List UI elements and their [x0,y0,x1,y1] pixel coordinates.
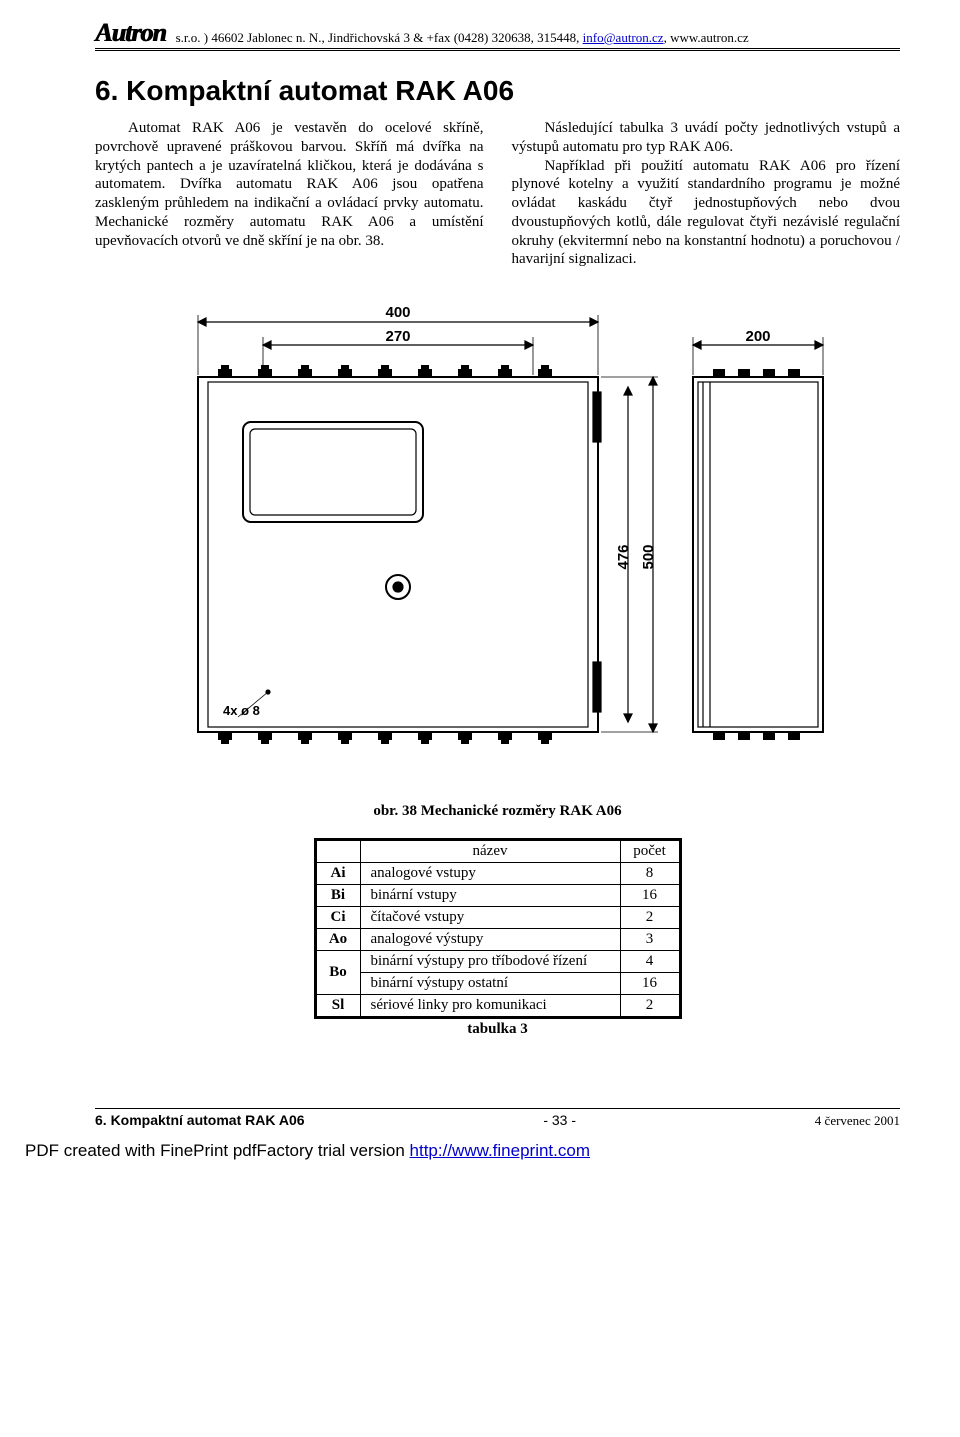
page-footer: 6. Kompaktní automat RAK A06 - 33 - 4 če… [95,1108,900,1129]
io-code: Bi [315,885,360,907]
table-caption: tabulka 3 [95,1021,900,1038]
dim-500: 500 [640,544,657,569]
pdf-text: PDF created with FinePrint pdfFactory tr… [25,1141,410,1160]
address-text: s.r.o. ) 46602 Jablonec n. N., Jindřicho… [176,30,583,45]
io-count: 2 [620,907,680,929]
io-count: 4 [620,951,680,973]
io-code: Ci [315,907,360,929]
io-code: Ai [315,863,360,885]
figure-38: 400 270 200 476 500 4x ø 8 obr. 38 Mecha… [95,297,900,820]
paragraph-right-2: Například při použití automatu RAK A06 p… [512,157,901,270]
dim-holes: 4x ø 8 [223,703,260,718]
footer-left: 6. Kompaktní automat RAK A06 [95,1112,305,1128]
company-logo: Autron [95,20,166,46]
io-name: binární výstupy pro tříbodové řízení [360,951,620,973]
dim-270: 270 [385,328,410,345]
io-table: název počet Aianalogové vstupy8Bibinární… [314,838,682,1019]
page-header: Autron s.r.o. ) 46602 Jablonec n. N., Ji… [95,20,900,51]
io-name: čítačové vstupy [360,907,620,929]
io-count: 16 [620,885,680,907]
paragraph-left: Automat RAK A06 je vestavěn do ocelové s… [95,119,484,250]
section-title: 6. Kompaktní automat RAK A06 [95,75,900,107]
address-suffix: , www.autron.cz [664,30,749,45]
th-name: název [360,840,620,863]
fineprint-link[interactable]: http://www.fineprint.com [410,1141,590,1160]
pdf-factory-line: PDF created with FinePrint pdfFactory tr… [25,1141,900,1161]
io-count: 16 [620,973,680,995]
footer-date: 4 červenec 2001 [815,1113,900,1129]
column-left: Automat RAK A06 je vestavěn do ocelové s… [95,119,484,269]
email-link[interactable]: info@autron.cz [583,30,664,45]
io-count: 3 [620,929,680,951]
io-code: Ao [315,929,360,951]
io-name: analogové vstupy [360,863,620,885]
dim-400: 400 [385,304,410,321]
io-name: sériové linky pro komunikaci [360,995,620,1018]
io-code: Bo [315,951,360,995]
dimension-drawing: 400 270 200 476 500 4x ø 8 [138,297,858,797]
body-columns: Automat RAK A06 je vestavěn do ocelové s… [95,119,900,269]
io-name: analogové výstupy [360,929,620,951]
paragraph-right-1: Následující tabulka 3 uvádí počty jednot… [512,119,901,157]
column-right: Následující tabulka 3 uvádí počty jednot… [512,119,901,269]
io-name: binární výstupy ostatní [360,973,620,995]
footer-page: - 33 - [543,1112,576,1128]
io-code: Sl [315,995,360,1018]
io-count: 2 [620,995,680,1018]
company-address: s.r.o. ) 46602 Jablonec n. N., Jindřicho… [176,30,900,46]
dim-200: 200 [745,328,770,345]
io-name: binární vstupy [360,885,620,907]
th-count: počet [620,840,680,863]
io-count: 8 [620,863,680,885]
figure-caption: obr. 38 Mechanické rozměry RAK A06 [373,803,621,820]
dim-476: 476 [615,544,632,569]
